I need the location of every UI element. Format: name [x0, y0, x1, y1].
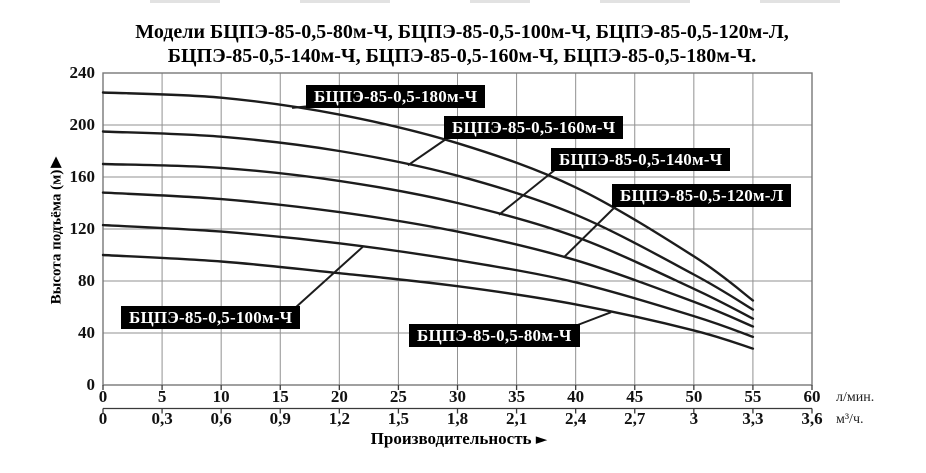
x-tick-label-lmin: 55 [744, 387, 762, 406]
y-tick-label: 0 [86, 375, 96, 394]
x-tick-label-lmin: 30 [449, 387, 466, 406]
x-tick-label-lmin: 45 [626, 387, 644, 406]
x-tick-label-m3h: 0,3 [151, 409, 173, 428]
label-leader-3 [498, 168, 557, 216]
curve-label-2: БЦПЭ-85-0,5-120м-Л [612, 184, 792, 207]
label-leader-2 [563, 204, 618, 259]
y-tick-label: 240 [69, 63, 96, 82]
curve-label-1: БЦПЭ-85-0,5-100м-Ч [121, 306, 301, 329]
x-tick-label-m3h: 1,2 [328, 409, 350, 428]
x-tick-label-lmin: 10 [212, 387, 230, 406]
x-tick-label-m3h: 2,1 [505, 409, 528, 428]
x-tick-label-lmin: 5 [157, 387, 167, 406]
crop-artifact [760, 0, 840, 3]
x-axis-unit-m3h: м³/ч. [836, 412, 864, 427]
y-tick-label: 80 [78, 271, 95, 290]
curve-series-0 [101, 253, 755, 350]
x-tick-label-m3h: 2,7 [624, 409, 646, 428]
x-axis-unit-lmin: л/мин. [836, 390, 875, 405]
crop-artifact [470, 0, 530, 3]
x-tick-label-m3h: 0 [98, 409, 108, 428]
chart-title-line1: Модели БЦПЭ-85-0,5-80м-Ч, БЦПЭ-85-0,5-10… [135, 21, 789, 43]
x-tick-label-m3h: 3,6 [801, 409, 823, 428]
x-tick-label-m3h: 0,9 [269, 409, 291, 428]
x-tick-label-m3h: 0,6 [210, 409, 232, 428]
up-arrow-icon: ▲ [50, 152, 62, 170]
y-tick-label: 120 [69, 219, 96, 238]
x-tick-label-m3h: 3,3 [742, 409, 764, 428]
y-tick-label: 40 [78, 323, 95, 342]
curve-label-0: БЦПЭ-85-0,5-80м-Ч [409, 324, 580, 347]
crop-artifact [600, 0, 690, 3]
y-tick-label: 160 [69, 167, 96, 186]
curve-series-5 [101, 91, 755, 302]
curve-label-3: БЦПЭ-85-0,5-140м-Ч [551, 148, 731, 171]
x-tick-label-m3h: 2,4 [565, 409, 587, 428]
y-tick-label: 200 [69, 115, 96, 134]
x-axis-title: Производительность ► [371, 429, 548, 449]
curve-label-5: БЦПЭ-85-0,5-180м-Ч [306, 85, 486, 108]
curve-label-4: БЦПЭ-85-0,5-160м-Ч [444, 116, 624, 139]
curve-series-3 [101, 162, 755, 320]
label-leader-0 [574, 311, 612, 327]
y-axis-title: Высота подъёма (м) [48, 169, 65, 305]
x-tick-label-lmin: 40 [567, 387, 585, 406]
x-tick-label-lmin: 60 [803, 387, 821, 406]
right-arrow-icon: ► [535, 430, 548, 448]
x-tick-label-lmin: 20 [330, 387, 348, 406]
x-tick-label-lmin: 0 [98, 387, 108, 406]
label-leader-1 [294, 245, 364, 309]
x-axis-ticks [102, 385, 813, 414]
x-tick-label-lmin: 25 [389, 387, 407, 406]
x-tick-label-m3h: 1,5 [387, 409, 410, 428]
x-tick-label-m3h: 3 [689, 409, 699, 428]
x-tick-label-m3h: 1,8 [446, 409, 469, 428]
curve-series-2 [101, 191, 755, 328]
x-tick-label-lmin: 15 [271, 387, 289, 406]
chart-title-line2: БЦПЭ-85-0,5-140м-Ч, БЦПЭ-85-0,5-160м-Ч, … [167, 45, 757, 67]
crop-artifact [150, 0, 220, 3]
curve-series-1 [101, 223, 755, 339]
x-tick-label-lmin: 35 [508, 387, 526, 406]
chart-title: Модели БЦПЭ-85-0,5-80м-Ч, БЦПЭ-85-0,5-10… [135, 20, 789, 68]
curves [101, 91, 755, 350]
x-tick-label-lmin: 50 [685, 387, 703, 406]
label-leaders [291, 105, 618, 327]
curve-series-4 [101, 130, 755, 311]
x-axis-title-text: Производительность [370, 429, 532, 448]
label-leader-4 [407, 136, 450, 167]
crop-artifact [300, 0, 390, 3]
